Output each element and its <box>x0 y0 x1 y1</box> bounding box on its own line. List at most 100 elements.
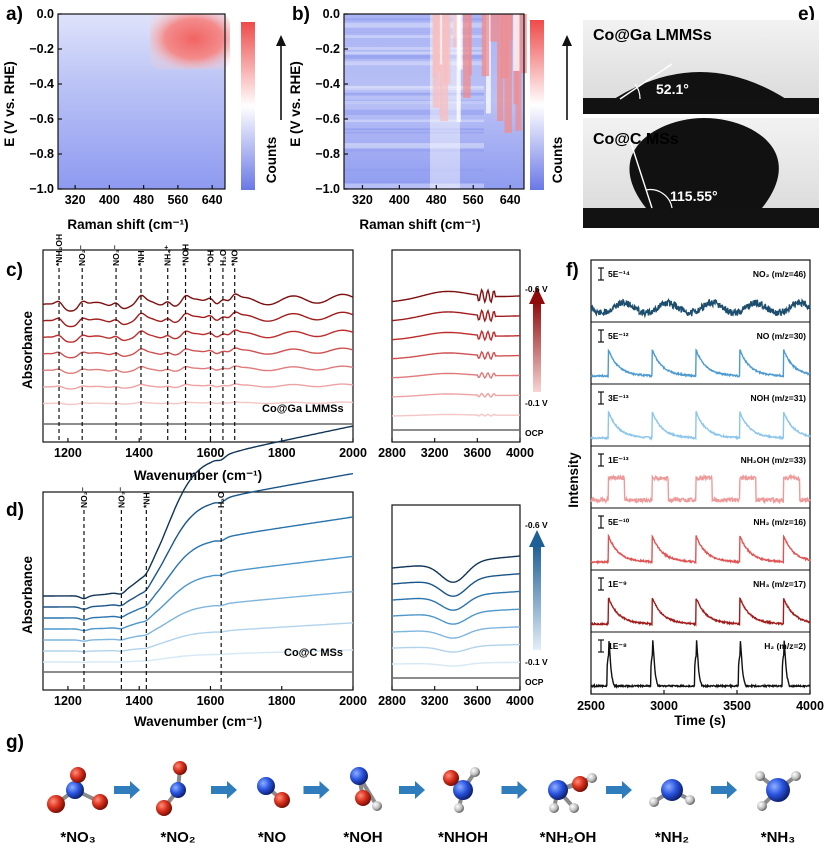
pathway-step-label: *NH₂ <box>655 829 689 846</box>
pathway-atom <box>757 801 767 811</box>
heatmap-a-yticks: 0.0 −0.2 −0.4 −0.6 −0.8 −1.0 <box>29 7 62 196</box>
d-trace-right <box>392 643 520 653</box>
d-trace-left <box>43 622 354 653</box>
ftir-c-right-plot <box>391 287 521 431</box>
d-trace-right <box>392 661 520 667</box>
ftir-d-ocp: OCP <box>525 677 544 687</box>
ms-f-trace <box>590 597 811 627</box>
c-trace-left <box>42 365 354 374</box>
ms-f-series-label: NO₂ (m/z=46) <box>753 269 806 279</box>
heatmap-a-hot-region <box>150 14 230 69</box>
ms-f-series-label: NOH (m/z=31) <box>751 393 807 403</box>
heatmap-b-stripe <box>344 47 484 50</box>
a-xtick-label: 480 <box>133 193 154 207</box>
ftir-d-potential-top: -0.6 V <box>525 520 548 530</box>
heatmap-a-xlabel: Raman shift (cm⁻¹) <box>67 217 188 232</box>
ms-f-trace <box>590 297 811 319</box>
d-trace-left <box>43 425 354 600</box>
ftir-c-assignments: *NH₂OH NO₂⁻ NO₃⁻ *NH NH₄⁺ *NOH *OH H₂O *NO <box>54 234 240 442</box>
pathway-atom <box>549 803 559 813</box>
c-xtick-label: 2800 <box>378 446 406 460</box>
ms-f-scale-label: 1E⁻⁸ <box>608 641 627 651</box>
c-trace-left <box>42 401 354 406</box>
heatmap-b-stripe <box>439 14 443 65</box>
pathway-arrow <box>501 781 528 799</box>
c-xtick-label: 1200 <box>54 446 82 460</box>
heatmap-b-white-band <box>430 14 460 189</box>
ftir-c-right-frame <box>391 249 521 443</box>
ftir-d-left-frame <box>42 491 354 691</box>
c-trace-left <box>42 329 354 343</box>
a-ytick-label: −0.4 <box>29 77 54 91</box>
heatmap-b-stripe <box>344 100 484 104</box>
d-trace-right <box>391 573 521 597</box>
ms-f-trace <box>590 410 811 441</box>
heatmap-b-stripe <box>481 14 490 77</box>
panel-d: d) NO₂⁻ NO₃⁻ *NH H₂O 1200 1400 1600 1800 2000 28… <box>6 425 548 729</box>
ms-f-xlabel: Time (s) <box>674 713 726 728</box>
heatmap-b-stripe <box>344 86 484 90</box>
ftir-c-xlabel: Wavenumber (cm⁻¹) <box>134 468 262 483</box>
pathway-steps: *NO₃ *NO₂ *NO *NOH *NHOH *NH₂OH *NH₂ *NH₃ <box>47 761 801 846</box>
pathway-atom <box>791 771 801 781</box>
c-trace-right <box>391 392 520 398</box>
droplet-top <box>614 72 786 99</box>
panel-label-b: b) <box>292 4 310 25</box>
panel-label-f: f) <box>566 260 579 281</box>
heatmap-b-stripes <box>344 14 527 190</box>
d-trace-right <box>391 608 521 625</box>
heatmap-b-stripe <box>344 181 484 184</box>
a-xtick-label: 400 <box>99 193 120 207</box>
pathway-step-label: *NHOH <box>438 829 488 846</box>
pathway-step-label: *NO₃ <box>60 829 95 846</box>
ms-f-trace <box>590 640 811 689</box>
d-assignment-label: *NH <box>141 492 151 508</box>
ms-f-series-label: NH₂ (m/z=16) <box>753 517 806 527</box>
b-xtick-label: 480 <box>426 193 447 207</box>
c-assignment-label: H₂O <box>218 249 228 266</box>
d-trace-left <box>43 472 354 611</box>
d-trace-left <box>43 590 354 642</box>
pathway-arrow <box>211 781 237 799</box>
heatmap-b-stripe <box>344 168 484 172</box>
b-xtick-label: 560 <box>463 193 484 207</box>
c-assignment-label: NO₂⁻ <box>77 244 87 266</box>
droplet-bottom-substrate <box>583 208 819 228</box>
heatmap-b-stripe <box>513 14 520 71</box>
heatmap-b-stripe <box>344 109 484 113</box>
heatmap-b-stripe <box>344 51 484 55</box>
pathway-atom <box>587 773 597 783</box>
ftir-c-potential-top: -0.6 V <box>525 284 548 294</box>
pathway-atom <box>661 779 683 801</box>
pathway-atom <box>274 792 290 808</box>
ms-f-xticks: 2500 3000 3500 4000 <box>577 690 824 713</box>
pathway-step-label: *NO <box>258 829 287 846</box>
c-trace-right <box>391 308 521 323</box>
a-xtick-label: 640 <box>202 193 223 207</box>
heatmap-b-stripe <box>515 14 522 131</box>
ftir-d-potential-bottom: -0.1 V <box>525 657 548 667</box>
d-trace-right <box>391 555 521 583</box>
heatmap-b-stripe <box>344 61 484 66</box>
a-ytick-label: −1.0 <box>29 182 54 196</box>
panel-g: g) *NO₃ *NO₂ *NO *NOH *NHOH *NH₂OH *NH₂ *NH₃ <box>6 732 801 846</box>
d-trace-right <box>392 626 520 639</box>
c-trace-right <box>392 413 520 417</box>
b-ytick-label: 0.0 <box>323 7 340 21</box>
pathway-arrow <box>399 781 425 799</box>
droplet-top-label: Co@Ga LMMSs <box>593 27 712 44</box>
heatmap-b-stripe <box>344 119 484 123</box>
b-xtick-label: 640 <box>500 193 521 207</box>
ms-f-scale-label: 1E⁻⁹ <box>608 579 627 589</box>
heatmap-b-stripe <box>504 14 512 133</box>
ftir-c-potential-arrow <box>533 302 541 392</box>
c-trace-right <box>392 329 520 342</box>
ms-f-scale-label: 5E⁻¹⁰ <box>608 517 630 527</box>
ftir-c-potential-bottom: -0.1 V <box>525 398 548 408</box>
ftir-d-ylabel: Absorbance <box>20 556 35 635</box>
panel-label-c: c) <box>6 260 23 281</box>
c-trace-left <box>42 293 354 312</box>
pathway-atom <box>92 794 108 810</box>
panel-label-a: a) <box>6 4 23 25</box>
